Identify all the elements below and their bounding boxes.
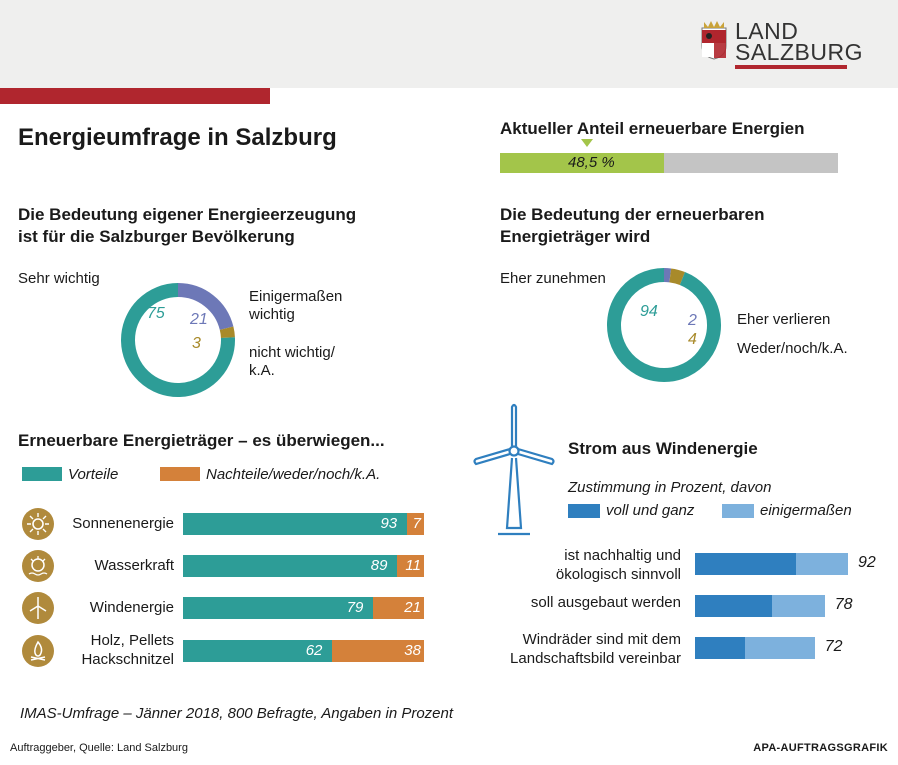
donut2-chart xyxy=(607,268,721,382)
donut1-title-line1: Die Bedeutung eigener Energieerzeugung xyxy=(18,205,357,224)
donut2-title-line2: Energieträger wird xyxy=(500,227,651,246)
legend-swatch-einigermassen xyxy=(722,504,754,518)
donut1-value-75: 75 xyxy=(147,305,165,322)
donut2-value-4: 4 xyxy=(688,331,697,348)
legend-label-voll: voll und ganz xyxy=(606,502,695,519)
wind-total-value: 92 xyxy=(858,554,876,571)
bar-vorteile: 79 xyxy=(183,597,374,619)
legend-swatch-voll xyxy=(568,504,600,518)
donut2-title-line1: Die Bedeutung der erneuerbaren xyxy=(500,205,765,224)
legend-label-einigermassen: einigermaßen xyxy=(760,502,852,519)
footer-apa: APA-AUFTRAGSGRAFIK xyxy=(753,742,888,754)
donut1-chart xyxy=(121,283,235,397)
footer-source: Auftraggeber, Quelle: Land Salzburg xyxy=(10,742,188,754)
donut1-value-3: 3 xyxy=(192,335,201,352)
donut2-slice-2 xyxy=(607,268,721,382)
bar-value-vorteile: 89 xyxy=(370,557,388,574)
share-bar-track: 48,5 % xyxy=(500,153,838,173)
water-icon xyxy=(22,550,54,582)
bar-nachteile: 7 xyxy=(407,513,424,535)
source-label: Sonnenenergie xyxy=(72,515,174,532)
donut1-label-einigermassen-1: Einigermaßen xyxy=(249,288,343,305)
wind-label-line2: Landschaftsbild vereinbar xyxy=(510,650,681,667)
logo-underline xyxy=(735,65,847,69)
wind-label-line2: ökologisch sinnvoll xyxy=(555,566,681,583)
legend-label-vorteile: Vorteile xyxy=(68,466,119,483)
source-label: Windenergie xyxy=(89,599,174,616)
bar-value-vorteile: 79 xyxy=(346,599,364,616)
coat-of-arms-icon xyxy=(701,21,727,60)
legend-label-nachteile: Nachteile/weder/noch/k.A. xyxy=(206,466,381,483)
source-label: Wasserkraft xyxy=(94,557,174,574)
page-title: Energieumfrage in Salzburg xyxy=(18,124,337,151)
source-label-line1: Holz, Pellets xyxy=(90,632,174,649)
wind-total-value: 78 xyxy=(834,596,853,613)
legend-swatch-nachteile xyxy=(160,467,200,481)
bar-nachteile: 38 xyxy=(332,640,424,662)
legend-swatch-vorteile xyxy=(22,467,62,481)
sources-title: Erneuerbare Energieträger – es überwiege… xyxy=(18,431,385,450)
marker-triangle-icon xyxy=(581,139,593,147)
bar-voll xyxy=(695,637,745,659)
donut1-slice-2 xyxy=(121,283,235,397)
source-label-line2: Hackschnitzel xyxy=(81,651,174,668)
share-bar-fill xyxy=(500,153,664,173)
bar-nachteile: 11 xyxy=(397,555,424,577)
wind-label-line1: Windräder sind mit dem xyxy=(522,631,681,648)
wind-label-line1: ist nachhaltig und xyxy=(564,547,681,564)
bar-vorteile: 62 xyxy=(183,640,333,662)
donut1-slice-1 xyxy=(219,326,235,339)
donut2-label-zunehmen: Eher zunehmen xyxy=(500,270,606,287)
bar-value-nachteile: 38 xyxy=(404,642,421,659)
donut2-slice-1 xyxy=(669,268,685,286)
bar-value-nachteile: 21 xyxy=(404,599,421,616)
bar-einigermassen xyxy=(796,553,848,575)
donut1-label-nicht-wichtig-2: k.A. xyxy=(249,362,275,379)
fire-icon xyxy=(22,635,54,667)
donut1-value-21: 21 xyxy=(190,311,208,328)
donut2-label-weder: Weder/noch/k.A. xyxy=(737,340,848,357)
donut1-label-einigermassen-2: wichtig xyxy=(249,306,295,323)
current-share-title: Aktueller Anteil erneuerbare Energien xyxy=(500,119,805,138)
donut1-title-line2: ist für die Salzburger Bevölkerung xyxy=(18,227,295,246)
bar-nachteile: 21 xyxy=(373,597,424,619)
bar-value-vorteile: 93 xyxy=(380,515,398,532)
wind-total-value: 72 xyxy=(824,638,843,655)
donut1-slice-0 xyxy=(177,283,234,331)
bar-value-vorteile: 62 xyxy=(305,642,323,659)
bar-einigermassen xyxy=(744,637,815,659)
donut2-value-94: 94 xyxy=(640,303,658,320)
wind-turbine-illustration xyxy=(473,403,555,536)
donut2-label-verlieren: Eher verlieren xyxy=(737,311,831,328)
share-value-label: 48,5 % xyxy=(568,154,615,171)
header-band xyxy=(0,0,898,88)
bar-voll xyxy=(695,595,772,617)
bar-voll xyxy=(695,553,797,575)
logo-text-salzburg: SALZBURG xyxy=(735,39,863,65)
donut1-label-sehr-wichtig: Sehr wichtig xyxy=(18,270,100,287)
wind-title: Strom aus Windenergie xyxy=(568,439,758,458)
bar-value-nachteile: 7 xyxy=(412,515,421,532)
bar-einigermassen xyxy=(771,595,825,617)
accent-bar xyxy=(0,88,270,104)
bar-vorteile: 93 xyxy=(183,513,408,535)
donut1-label-nicht-wichtig-1: nicht wichtig/ xyxy=(249,344,335,361)
footer-note: IMAS-Umfrage – Jänner 2018, 800 Befragte… xyxy=(20,705,454,722)
bar-value-nachteile: 11 xyxy=(405,557,421,574)
bar-vorteile: 89 xyxy=(183,555,398,577)
wind-subtitle: Zustimmung in Prozent, davon xyxy=(568,479,772,496)
sun-icon xyxy=(22,508,54,540)
wind-label: soll ausgebaut werden xyxy=(530,594,681,611)
donut2-value-2: 2 xyxy=(688,312,697,329)
wind-turbine-icon xyxy=(22,592,54,624)
logo-text-land: LAND xyxy=(735,18,799,44)
